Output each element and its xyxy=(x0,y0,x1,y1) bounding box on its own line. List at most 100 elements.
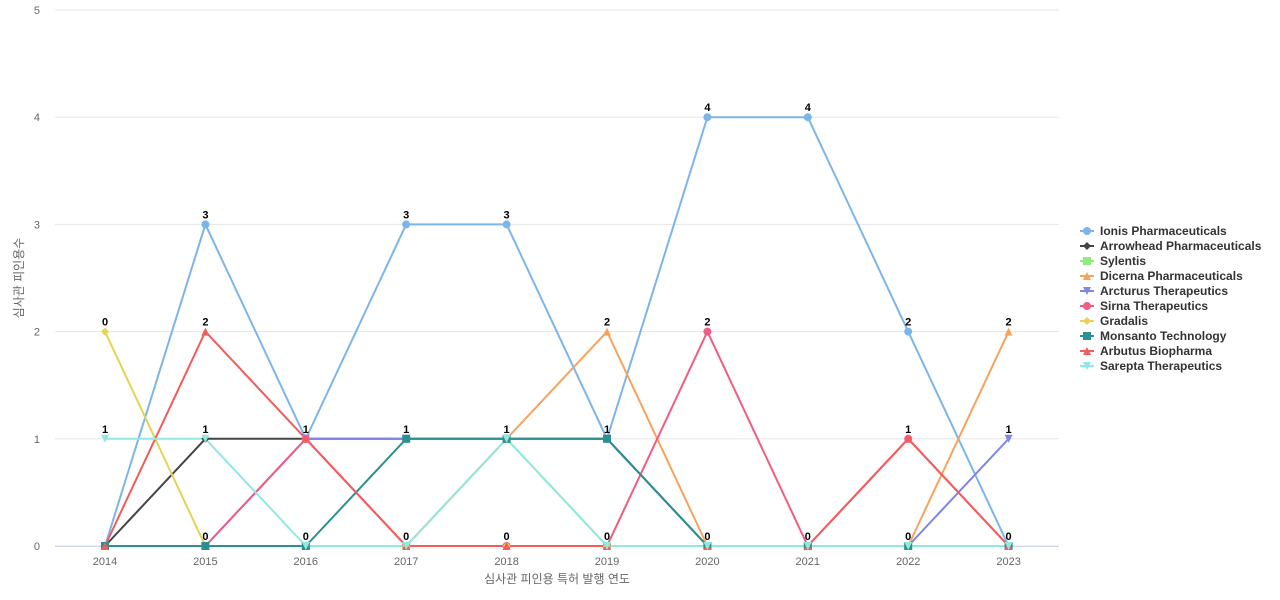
data-point xyxy=(502,542,511,550)
data-label: 0 xyxy=(202,531,208,543)
legend-item: Gradalis xyxy=(1080,314,1148,328)
data-label: 1 xyxy=(504,424,510,436)
data-label: 1 xyxy=(102,424,108,436)
data-label: 0 xyxy=(704,531,710,543)
data-point xyxy=(1083,257,1091,265)
y-axis-ticks: 0 1 2 3 4 5 xyxy=(34,5,40,553)
data-label: 3 xyxy=(202,209,208,221)
data-point xyxy=(1083,347,1091,355)
data-point xyxy=(1083,362,1091,370)
data-point xyxy=(603,327,611,336)
x-tick-label: 2022 xyxy=(896,556,920,568)
data-label: 3 xyxy=(504,209,510,221)
x-tick-label: 2017 xyxy=(394,556,418,568)
data-label: 2 xyxy=(905,317,911,329)
y-tick-label: 0 xyxy=(34,541,40,553)
data-label: 2 xyxy=(202,317,208,329)
x-tick-label: 2018 xyxy=(494,556,518,568)
y-tick-label: 2 xyxy=(34,327,40,339)
data-label: 0 xyxy=(403,531,409,543)
data-point xyxy=(201,542,210,550)
data-point xyxy=(1083,302,1091,310)
data-point xyxy=(1083,227,1091,235)
data-label: 2 xyxy=(704,317,710,329)
data-label: 0 xyxy=(604,531,610,543)
data-label: 0 xyxy=(102,317,108,329)
legend-item: Sarepta Therapeutics xyxy=(1080,359,1222,373)
legend-item: Arrowhead Pharmaceuticals xyxy=(1080,239,1262,253)
data-label: 1 xyxy=(604,424,610,436)
data-point xyxy=(402,220,411,229)
x-tick-label: 2014 xyxy=(93,556,117,568)
data-point xyxy=(101,327,109,336)
legend-label: Monsanto Technology xyxy=(1100,329,1227,343)
legend-label: Arrowhead Pharmaceuticals xyxy=(1100,239,1262,253)
legend-label: Ionis Pharmaceuticals xyxy=(1100,224,1227,238)
x-axis-ticks: 2014 2015 2016 2017 2018 2019 2020 2021 2022 2023 xyxy=(93,556,1021,568)
data-label: 0 xyxy=(1006,531,1012,543)
x-tick-label: 2020 xyxy=(695,556,719,568)
data-point xyxy=(1083,287,1091,295)
data-point xyxy=(201,434,210,443)
series-line xyxy=(104,437,1010,547)
data-point xyxy=(402,434,411,443)
data-point xyxy=(904,434,913,443)
legend-item: Arcturus Therapeutics xyxy=(1080,284,1228,298)
data-label: 1 xyxy=(303,424,309,436)
data-label: 4 xyxy=(805,102,812,114)
data-point xyxy=(201,327,210,336)
data-point xyxy=(603,542,611,550)
legend-item: Dicerna Pharmaceuticals xyxy=(1080,269,1243,283)
legend-label: Dicerna Pharmaceuticals xyxy=(1100,269,1243,283)
legend-item: Sirna Therapeutics xyxy=(1080,299,1208,313)
data-point xyxy=(502,220,511,229)
y-tick-label: 3 xyxy=(34,219,40,231)
data-point xyxy=(402,542,411,550)
x-tick-label: 2021 xyxy=(796,556,820,568)
series-markers xyxy=(101,113,1013,550)
data-point xyxy=(1083,242,1091,250)
data-label: 2 xyxy=(604,317,610,329)
data-point xyxy=(502,434,511,443)
data-point xyxy=(904,327,913,336)
data-point xyxy=(101,542,109,550)
data-point xyxy=(201,220,210,229)
data-label: 1 xyxy=(403,424,409,436)
series-line xyxy=(104,116,1010,547)
legend-label: Arcturus Therapeutics xyxy=(1100,284,1228,298)
data-point xyxy=(1083,317,1091,325)
legend-label: Sylentis xyxy=(1100,254,1146,268)
data-label: 4 xyxy=(704,102,711,114)
data-label: 0 xyxy=(303,531,309,543)
y-tick-label: 5 xyxy=(34,5,40,17)
data-point xyxy=(301,434,310,443)
legend-item: Sylentis xyxy=(1080,254,1146,268)
data-point xyxy=(101,434,109,443)
data-label: 3 xyxy=(403,209,409,221)
data-point xyxy=(1083,332,1091,340)
data-labels: 0 3 1 3 3 2 4 4 2 2 1 2 1 0 0 1 0 1 0 1 0 2 0 0 1 0 1 0 xyxy=(102,102,1012,543)
data-point xyxy=(904,542,913,550)
data-label: 1 xyxy=(202,424,208,436)
data-point xyxy=(1004,327,1013,336)
data-label: 1 xyxy=(1006,424,1012,436)
data-label: 0 xyxy=(805,531,811,543)
legend-label: Arbutus Biopharma xyxy=(1100,344,1212,358)
data-point xyxy=(301,542,310,550)
legend-item: Arbutus Biopharma xyxy=(1080,344,1212,358)
legend-label: Sirna Therapeutics xyxy=(1100,299,1208,313)
data-point xyxy=(703,327,712,336)
x-tick-label: 2019 xyxy=(595,556,619,568)
series-line xyxy=(104,330,1010,547)
legend-label: Sarepta Therapeutics xyxy=(1100,359,1222,373)
x-tick-label: 2023 xyxy=(996,556,1020,568)
data-label: 0 xyxy=(905,531,911,543)
x-tick-label: 2016 xyxy=(294,556,318,568)
data-point xyxy=(1083,272,1091,280)
legend-item: Ionis Pharmaceuticals xyxy=(1080,224,1227,238)
x-tick-label: 2015 xyxy=(193,556,217,568)
legend-label: Gradalis xyxy=(1100,314,1148,328)
series-lines xyxy=(104,116,1010,547)
